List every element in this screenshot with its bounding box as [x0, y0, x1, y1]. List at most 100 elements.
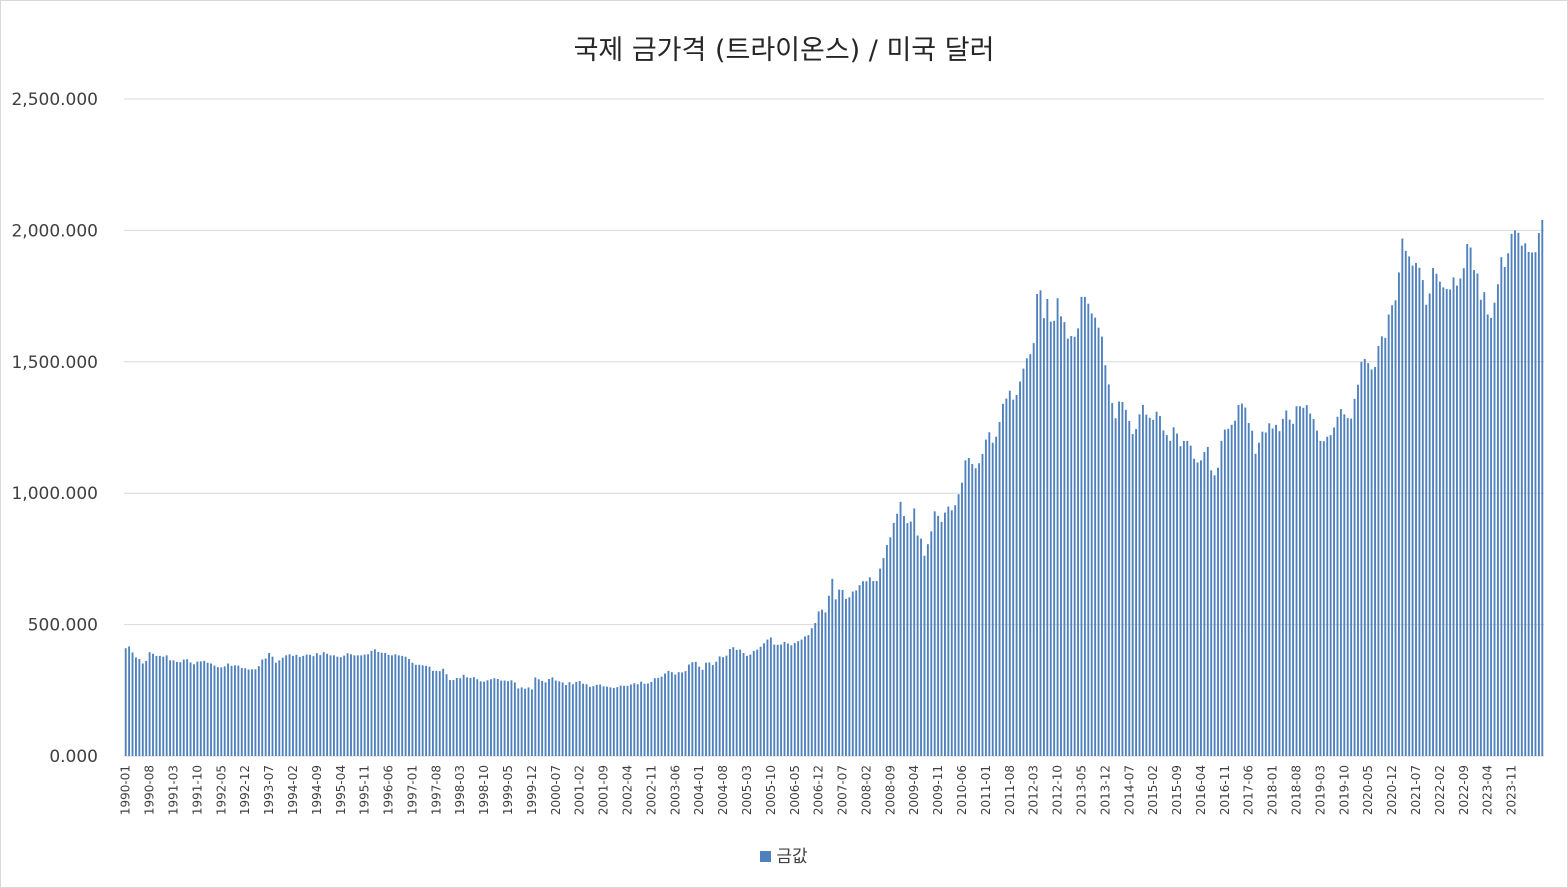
x-tick-label: 1997-01: [405, 765, 419, 815]
bar: [1077, 328, 1079, 756]
bar: [1073, 336, 1076, 756]
bar: [984, 439, 987, 756]
bar: [1200, 460, 1202, 756]
bar: [189, 662, 192, 756]
x-tick-label: 2002-11: [644, 765, 658, 815]
bar: [1363, 358, 1366, 756]
bar: [834, 599, 837, 756]
bar: [312, 656, 315, 756]
bar: [377, 651, 380, 756]
bar: [391, 655, 393, 756]
bar: [609, 687, 612, 756]
bar: [933, 511, 936, 756]
bar: [967, 457, 970, 756]
bar: [124, 648, 127, 756]
bar: [647, 683, 649, 756]
bar: [1264, 432, 1267, 756]
bar: [230, 665, 233, 756]
bar: [459, 678, 462, 756]
bar: [575, 681, 578, 756]
bar: [1094, 317, 1097, 756]
bar: [175, 661, 178, 756]
bar: [599, 684, 602, 756]
bar: [1258, 442, 1260, 756]
bar: [343, 655, 346, 756]
bar: [172, 660, 175, 756]
bar: [131, 652, 134, 756]
bar: [944, 512, 946, 756]
bar: [926, 544, 929, 756]
bar: [1176, 433, 1178, 756]
bar: [1473, 270, 1475, 756]
bar: [978, 463, 981, 756]
y-axis-ticks: 0.000 500.000 1,000.000 1,500.000 2,000.000 2…: [11, 90, 98, 767]
bar: [616, 687, 619, 756]
bar: [1080, 296, 1083, 756]
bar: [182, 659, 185, 756]
bar: [435, 670, 438, 756]
bar: [1022, 368, 1025, 756]
bar: [541, 680, 544, 756]
bar: [670, 672, 673, 756]
bar: [824, 612, 827, 756]
bar: [507, 681, 509, 756]
bar: [292, 655, 294, 756]
bar: [1319, 440, 1322, 756]
bar: [1019, 381, 1021, 756]
y-tick-label: 1,000.000: [11, 484, 98, 504]
x-tick-label: 2008-02: [859, 765, 873, 815]
bar: [537, 679, 540, 756]
legend: 금값: [0, 842, 1568, 867]
bar: [322, 652, 325, 756]
bar: [431, 670, 434, 756]
bar: [1333, 427, 1336, 756]
bar: [466, 677, 468, 756]
bar: [1046, 298, 1049, 756]
bar: [585, 684, 588, 756]
bar: [257, 666, 260, 756]
bar: [1336, 416, 1339, 756]
bar: [923, 555, 926, 756]
bar: [957, 494, 960, 756]
bar: [1227, 428, 1230, 756]
x-tick-label: 1999-05: [501, 765, 515, 815]
bar: [1141, 404, 1144, 756]
bar: [1353, 398, 1356, 756]
bar: [664, 673, 666, 756]
bar: [906, 523, 909, 756]
bar: [251, 669, 253, 756]
bar: [1118, 401, 1120, 756]
bar: [442, 668, 445, 756]
bar: [1322, 441, 1325, 756]
bar: [179, 662, 182, 756]
x-tick-label: 1997-08: [429, 765, 443, 815]
bar: [1039, 290, 1042, 756]
x-tick-label: 2006-05: [788, 765, 802, 815]
bar: [872, 580, 875, 756]
bar: [544, 682, 547, 756]
y-tick-label: 500.000: [28, 616, 98, 636]
bar: [677, 672, 680, 756]
x-tick-label: 2019-03: [1313, 765, 1327, 815]
bar: [790, 645, 793, 756]
bar: [1312, 419, 1315, 756]
bar: [520, 687, 523, 756]
bar: [633, 683, 636, 756]
bar: [1445, 289, 1448, 756]
bar: [517, 688, 520, 756]
x-tick-label: 1992-05: [214, 765, 228, 815]
bar: [1503, 266, 1506, 756]
bar: [797, 641, 800, 756]
bar: [827, 595, 830, 756]
bar: [558, 681, 561, 756]
bar: [879, 568, 882, 756]
bar: [660, 676, 663, 756]
bar: [1196, 462, 1199, 756]
bar: [223, 666, 226, 756]
bar: [783, 641, 786, 756]
bar: [203, 660, 206, 756]
bar: [285, 655, 288, 756]
bar: [326, 653, 329, 756]
bar: [619, 685, 622, 756]
